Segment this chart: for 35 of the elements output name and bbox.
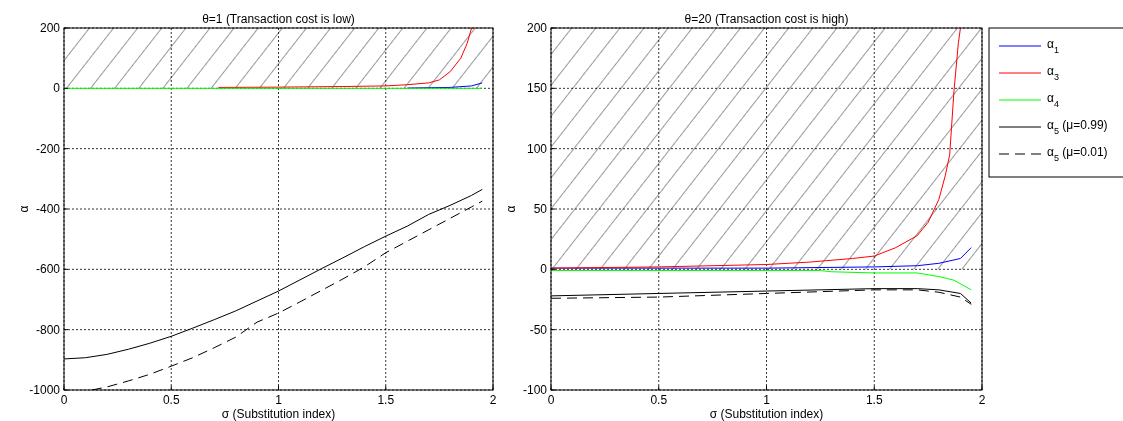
legend-label: α$_{1}$	[1047, 37, 1059, 55]
y-tick-label: -600	[35, 262, 61, 277]
x-tick-label: 1.5	[865, 393, 883, 407]
x-tick-label: 2	[489, 393, 497, 407]
y-tick-label: -1000	[29, 383, 61, 397]
legend-label: α$_{3}$	[1047, 64, 1059, 82]
line-series	[217, 28, 473, 88]
x-tick-label: 0.5	[650, 393, 668, 407]
y-tick-label: -100	[522, 383, 548, 397]
y-tick-label: 200	[526, 21, 548, 35]
legend-label: α$_{4}$	[1047, 91, 1059, 109]
x-axis-title: σ (Substitution index)	[221, 407, 336, 421]
y-tick-label: -400	[35, 202, 61, 216]
line-series	[551, 270, 972, 291]
y-tick-label: 0	[53, 81, 61, 96]
y-tick-label: -200	[35, 141, 61, 156]
x-tick-label: 1	[763, 393, 771, 407]
y-tick-label: 200	[39, 21, 61, 35]
x-tick-label: 1.5	[377, 393, 395, 407]
x-tick-label: 1	[275, 393, 283, 407]
y-tick-label: 50	[533, 202, 548, 216]
x-tick-label: 0.5	[162, 393, 180, 407]
y-axis-title: α	[504, 205, 518, 213]
x-axis-title: σ (Substitution index)	[709, 407, 824, 421]
chart-title: θ=20 (Transaction cost is high)	[684, 12, 849, 26]
y-axis-title: α	[17, 205, 31, 213]
x-tick-label: 2	[978, 393, 986, 407]
legend-label: α$_{5}$ (μ=0.99)	[1047, 118, 1108, 136]
legend-label: α$_{5}$ (μ=0.01)	[1047, 145, 1108, 163]
chart-title: θ=1 (Transaction cost is low)	[202, 12, 355, 26]
y-tick-label: -50	[529, 322, 548, 337]
y-tick-label: 100	[526, 141, 548, 156]
y-tick-label: -800	[35, 322, 61, 337]
y-tick-label: 0	[540, 262, 548, 277]
y-tick-label: 150	[526, 81, 548, 96]
